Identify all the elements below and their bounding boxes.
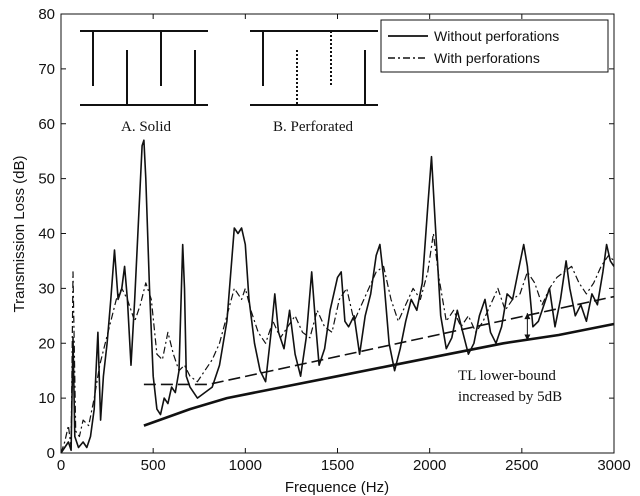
inset-perforated-label: B. Perforated <box>273 119 353 135</box>
annotation-line-1: TL lower-bound <box>458 368 556 384</box>
x-tick-label: 500 <box>141 457 166 474</box>
series-tl-lower-bound <box>143 322 615 427</box>
x-tick-label: 3000 <box>597 457 630 474</box>
x-tick-label: 2500 <box>505 457 538 474</box>
inset-solid <box>80 30 208 106</box>
axis-ticks <box>60 13 615 454</box>
annotation-line-2: increased by 5dB <box>458 389 562 405</box>
x-tick-label: 2000 <box>413 457 446 474</box>
y-tick-label: 20 <box>38 335 55 352</box>
y-tick-label: 0 <box>47 445 55 462</box>
series-group <box>60 139 615 454</box>
y-tick-label: 40 <box>38 226 55 243</box>
inset-perforated <box>250 30 378 106</box>
arrow-head-down <box>524 334 531 341</box>
inset-solid-label: A. Solid <box>121 119 172 135</box>
y-tick-label: 80 <box>38 6 55 23</box>
tick-labels: 0 500 1000 1500 2000 2500 3000 0 10 20 30 40 50 60 70 8… <box>38 6 630 474</box>
legend-label-with: With perforations <box>434 50 540 66</box>
annotation-arrow <box>524 313 531 341</box>
x-tick-label: 0 <box>57 457 65 474</box>
arrow-head-up <box>524 313 531 320</box>
legend-label-without: Without perforations <box>434 28 559 44</box>
y-tick-label: 70 <box>38 61 55 78</box>
series-reference-dashed <box>143 295 615 386</box>
plot-frame <box>60 13 615 454</box>
y-tick-label: 10 <box>38 390 55 407</box>
y-tick-label: 30 <box>38 280 55 297</box>
y-tick-label: 50 <box>38 171 55 188</box>
legend: Without perforations With perforations <box>380 19 609 73</box>
series-with-perforations <box>60 232 615 454</box>
legend-box <box>380 19 609 73</box>
y-axis-label: Transmission Loss (dB) <box>11 156 28 313</box>
x-axis-label: Frequence (Hz) <box>285 479 389 496</box>
x-tick-label: 1000 <box>229 457 262 474</box>
y-tick-label: 60 <box>38 116 55 133</box>
x-tick-label: 1500 <box>321 457 354 474</box>
